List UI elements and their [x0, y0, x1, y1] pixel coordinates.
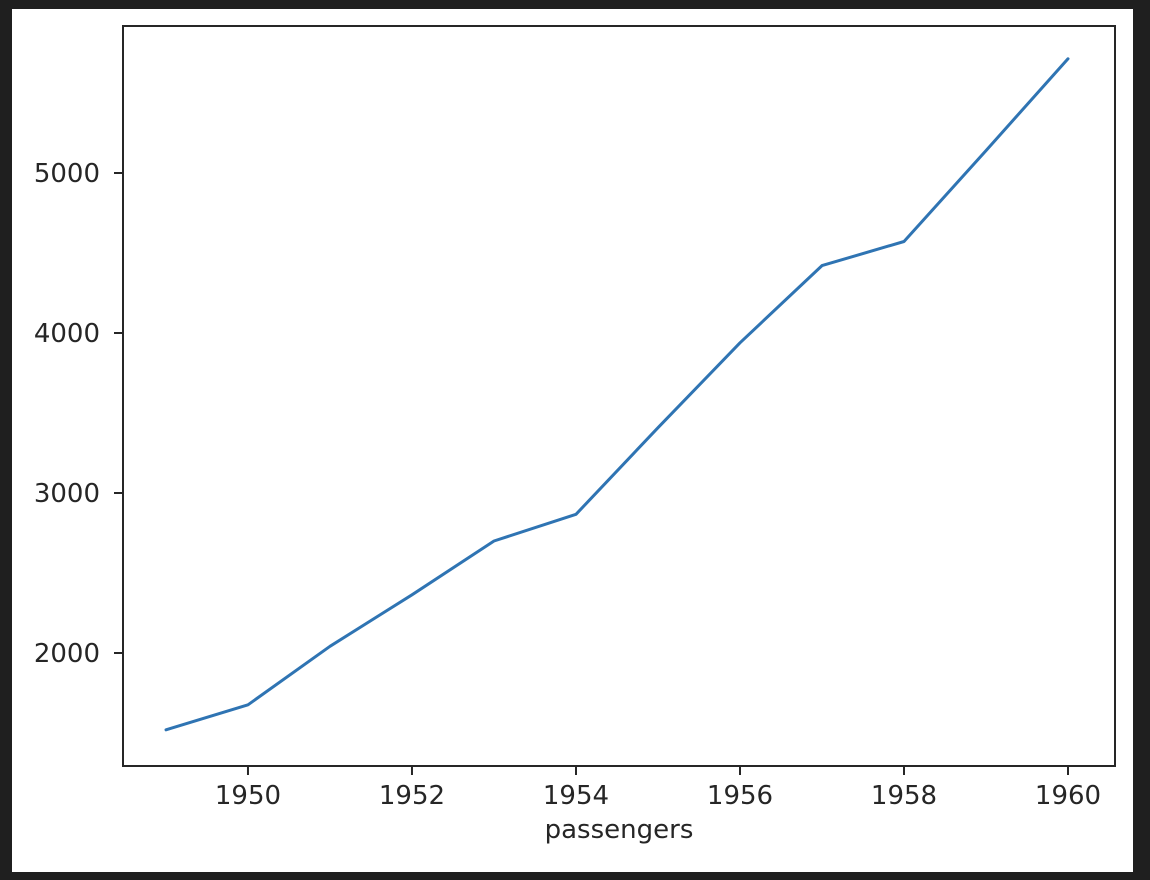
series-passengers — [164, 57, 1070, 732]
line-chart: 1950 1952 1954 1956 1958 1960 2000 3000 4000 5000 — [34, 25, 1116, 811]
figure-canvas: 1950 1952 1954 1956 1958 1960 2000 3000 4000 5000… — [12, 9, 1133, 872]
x-tick-label: 1956 — [707, 781, 773, 811]
x-tick-label: 1950 — [215, 781, 281, 811]
x-tick-label: 1960 — [1035, 781, 1101, 811]
y-tick-label: 4000 — [34, 319, 100, 349]
x-axis-label: passengers — [544, 815, 694, 845]
x-tick-label: 1954 — [543, 781, 609, 811]
y-tick-label: 3000 — [34, 479, 100, 509]
y-tick-label: 5000 — [34, 159, 100, 189]
y-tick-label: 2000 — [34, 639, 100, 669]
x-tick-label: 1958 — [871, 781, 937, 811]
axes-frame — [122, 25, 1116, 767]
x-tick-label: 1952 — [379, 781, 445, 811]
